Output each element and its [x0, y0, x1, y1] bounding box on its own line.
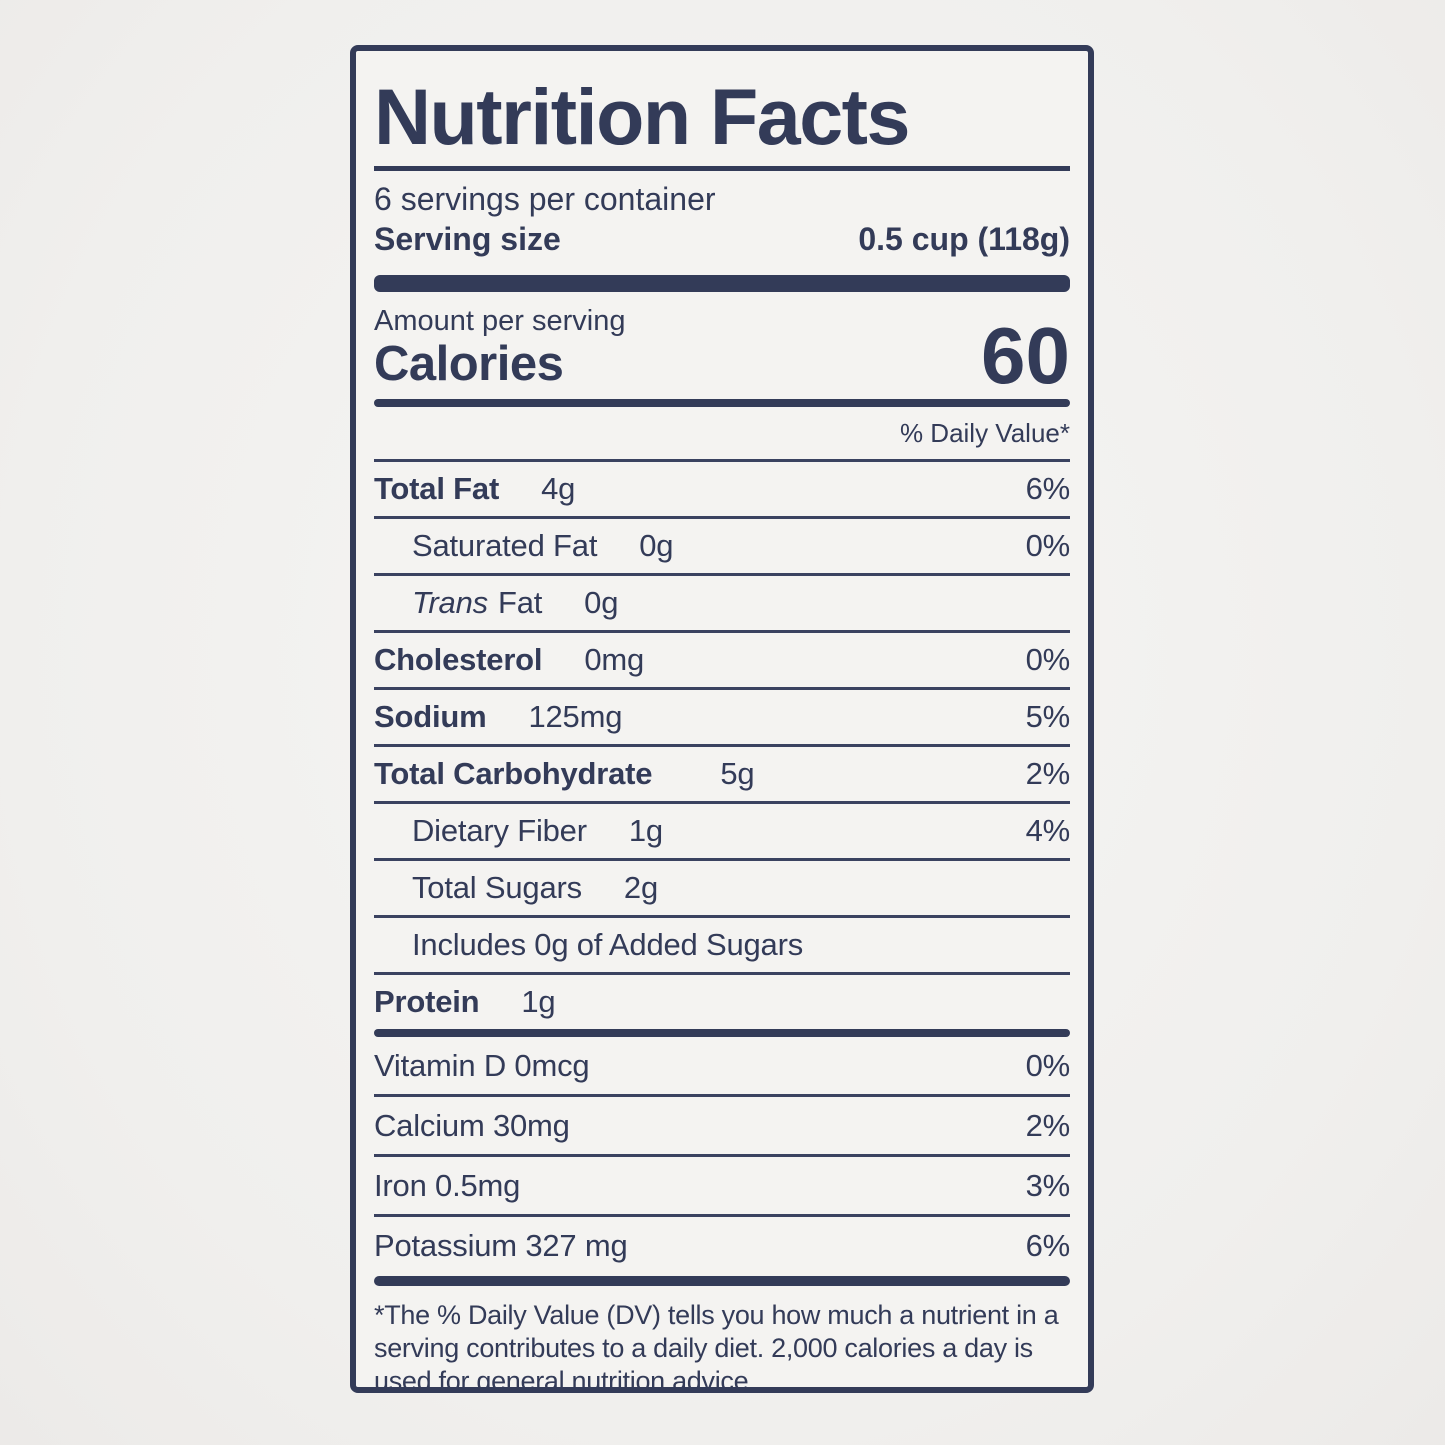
- nutrient-dv: 6%: [1025, 471, 1071, 506]
- medium-separator: [374, 1029, 1070, 1037]
- separator: [374, 573, 1070, 576]
- micronutrient-dv: 3%: [1025, 1167, 1071, 1203]
- nutrient-name: Total Fat: [374, 471, 500, 506]
- micronutrient-name: Potassium 327 mg: [374, 1227, 628, 1263]
- separator: [374, 915, 1070, 918]
- separator: [374, 1214, 1070, 1217]
- nutrient-row-sodium: Sodium 125mg 5%: [374, 690, 1070, 744]
- nutrient-row-cholesterol: Cholesterol 0mg 0%: [374, 633, 1070, 687]
- nutrient-name: Cholesterol: [374, 642, 543, 677]
- nutrient-row-protein: Protein 1g: [374, 975, 1070, 1029]
- nutrient-name: Total Sugars: [412, 870, 582, 905]
- calories-block: Amount per serving Calories 60: [374, 305, 1070, 400]
- nutrition-facts-label: Nutrition Facts 6 servings per container…: [350, 45, 1094, 1393]
- nutrient-name: Total Carbohydrate: [374, 756, 653, 791]
- medium-separator: [374, 399, 1070, 407]
- thick-separator: [374, 275, 1070, 292]
- nutrient-dv: 2%: [1025, 756, 1071, 791]
- nutrient-row-saturated-fat: Saturated Fat 0g 0%: [374, 519, 1070, 573]
- nutrient-amount: 0g: [639, 528, 674, 563]
- nutrient-name-italic: Trans: [412, 585, 488, 620]
- nutrient-amount: 4g: [541, 471, 576, 506]
- nutrient-amount: 5g: [720, 756, 755, 791]
- nutrient-amount: 125mg: [528, 699, 623, 734]
- separator: [374, 516, 1070, 519]
- separator: [374, 1154, 1070, 1157]
- footnote-separator: [374, 1276, 1070, 1286]
- nutrient-name: Saturated Fat: [412, 528, 598, 563]
- micronutrient-name: Iron 0.5mg: [374, 1167, 521, 1203]
- nutrient-amount: 0mg: [584, 642, 645, 677]
- nutrient-name: Includes 0g of Added Sugars: [412, 927, 804, 962]
- serving-size-value: 0.5 cup (118g): [858, 221, 1070, 257]
- nutrient-amount: 1g: [521, 984, 556, 1019]
- nutrient-row-trans-fat: Trans Fat 0g: [374, 576, 1070, 630]
- daily-value-header: % Daily Value*: [899, 418, 1070, 448]
- micronutrient-name: Vitamin D 0mcg: [374, 1047, 590, 1083]
- micronutrient-row-vitamin-d: Vitamin D 0mcg 0%: [374, 1037, 1070, 1094]
- separator: [374, 744, 1070, 747]
- serving-size-row: Serving size 0.5 cup (118g): [374, 218, 1070, 260]
- separator: [374, 687, 1070, 690]
- separator: [374, 459, 1070, 462]
- nutrient-dv: 0%: [1025, 528, 1071, 563]
- calories-label: Calories: [374, 337, 564, 391]
- nutrient-amount: 1g: [628, 813, 663, 848]
- serving-size-label: Serving size: [374, 221, 561, 257]
- nutrient-dv: 0%: [1025, 642, 1071, 677]
- label-title: Nutrition Facts: [374, 72, 910, 161]
- calories-value: 60: [981, 311, 1070, 400]
- calories-left-column: Amount per serving Calories: [374, 305, 625, 390]
- nutrient-name: Fat: [497, 585, 543, 620]
- micronutrient-dv: 6%: [1025, 1227, 1071, 1263]
- nutrient-row-total-fat: Total Fat 4g 6%: [374, 462, 1070, 516]
- nutrient-row-added-sugars: Includes 0g of Added Sugars: [374, 918, 1070, 972]
- nutrient-amount: 2g: [623, 870, 659, 905]
- nutrient-amount: 0g: [584, 585, 619, 620]
- nutrient-dv: 5%: [1025, 699, 1071, 734]
- nutrient-name: Dietary Fiber: [412, 813, 587, 848]
- nutrient-name: Sodium: [374, 699, 487, 734]
- nutrient-row-dietary-fiber: Dietary Fiber 1g 4%: [374, 804, 1070, 858]
- micronutrient-dv: 0%: [1025, 1047, 1071, 1083]
- title-separator: [374, 166, 1070, 171]
- separator: [374, 1094, 1070, 1097]
- separator: [374, 801, 1070, 804]
- footnote-text: *The % Daily Value (DV) tells you how mu…: [374, 1300, 1059, 1393]
- micronutrient-row-calcium: Calcium 30mg 2%: [374, 1097, 1070, 1154]
- nutrient-row-total-sugars: Total Sugars 2g: [374, 861, 1070, 915]
- nutrient-row-total-carbohydrate: Total Carbohydrate 5g 2%: [374, 747, 1070, 801]
- separator: [374, 972, 1070, 975]
- micronutrient-name: Calcium 30mg: [374, 1107, 570, 1143]
- micronutrient-dv: 2%: [1025, 1107, 1071, 1143]
- servings-per-container: 6 servings per container: [374, 181, 716, 217]
- separator: [374, 858, 1070, 861]
- nutrient-dv: 4%: [1025, 813, 1071, 848]
- separator: [374, 630, 1070, 633]
- micronutrient-row-potassium: Potassium 327 mg 6%: [374, 1217, 1070, 1274]
- nutrient-name: Protein: [374, 984, 480, 1019]
- amount-per-serving-label: Amount per serving: [374, 305, 626, 337]
- micronutrient-row-iron: Iron 0.5mg 3%: [374, 1157, 1070, 1214]
